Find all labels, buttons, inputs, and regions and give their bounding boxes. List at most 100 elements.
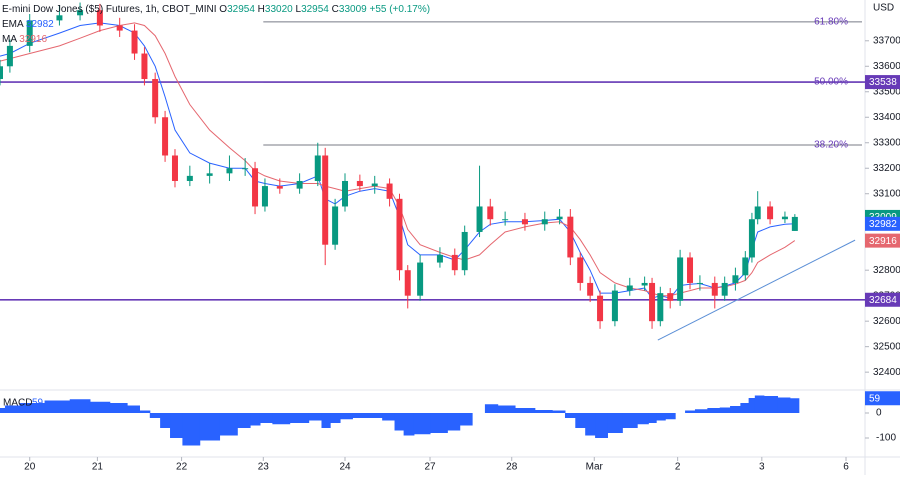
x-tick-label: 27 [424, 462, 436, 473]
candle-body [597, 295, 604, 322]
candle-body [56, 15, 63, 21]
candle-body [371, 183, 378, 187]
macd-bar [403, 413, 415, 436]
macd-bar [19, 403, 46, 413]
legend-value: 32982 [25, 19, 54, 30]
candle-body [116, 25, 123, 31]
ohlc-value: 32954 [227, 4, 255, 15]
y-tick-label: 33400 [873, 112, 900, 123]
change: +55 (+0.17%) [369, 4, 431, 15]
candle-body [242, 168, 249, 170]
candle-body [96, 10, 103, 26]
y-tick-label: 33700 [873, 35, 900, 46]
candle-body [748, 219, 755, 258]
candle-body [791, 216, 798, 231]
candle-body [206, 173, 213, 176]
candle-body [754, 206, 761, 220]
ohlc-value: 33009 [338, 4, 367, 15]
macd-bar [199, 413, 221, 441]
macd-bar [321, 413, 331, 428]
candle-body [171, 155, 178, 181]
macd-bar [4, 405, 21, 413]
x-tick-label: 24 [339, 462, 351, 473]
level-badge [865, 75, 900, 90]
macd-bar [595, 413, 608, 438]
y-tick-label: 32800 [873, 265, 900, 276]
x-tick-label: 22 [176, 462, 188, 473]
level-badge [865, 292, 900, 307]
candle-body [657, 293, 664, 322]
candle-body [732, 275, 739, 283]
macd-bar [694, 409, 708, 413]
macd-bar [182, 413, 201, 446]
candle-body [541, 219, 548, 225]
x-tick-label: 6 [843, 462, 849, 473]
macd-bar [394, 413, 405, 431]
candle-body [261, 186, 268, 207]
level-badge-text: 32684 [869, 295, 897, 306]
candle-body [396, 198, 403, 271]
candle-body [587, 282, 594, 296]
macd-bar [127, 405, 140, 413]
candle-body [252, 168, 259, 207]
legend-name: MA [2, 34, 17, 45]
macd-bar [622, 413, 638, 428]
series-badge-text: 32916 [869, 236, 897, 247]
candle-body [226, 168, 233, 174]
series-badge [865, 216, 900, 231]
macd-bar [289, 413, 310, 423]
candle-body [0, 66, 3, 80]
candle-body [767, 206, 774, 220]
level-badge-text: 33538 [869, 77, 897, 88]
macd-bar [308, 413, 322, 421]
candle-body [314, 155, 321, 181]
candle-body [641, 282, 648, 286]
series-badge-text: 32982 [869, 219, 897, 230]
macd-bar [272, 413, 291, 425]
legend-ema: EMA 32982 [2, 17, 430, 32]
candle-body [342, 180, 349, 207]
fib-label: 61.80% [814, 17, 848, 28]
series-badge [865, 233, 900, 248]
macd-bar [259, 413, 273, 423]
macd-badge [865, 391, 900, 406]
currency: USD [873, 3, 894, 14]
macd-bar [44, 400, 71, 413]
ohlc-label: L [295, 4, 302, 15]
candle-body [6, 45, 13, 67]
candle-body [404, 270, 411, 296]
candle-body [711, 282, 718, 296]
ohlc-label: H [257, 4, 265, 15]
macd-bar [382, 413, 396, 421]
macd-bar [789, 398, 800, 413]
candle-body [521, 219, 528, 225]
macd-bar [352, 413, 368, 418]
title: E-mini Dow Jones ($5) Futures, 1h, CBOT_… [2, 4, 217, 15]
candle-body [77, 10, 84, 16]
y-tick-label: 33600 [873, 61, 900, 72]
x-tick-label: 3 [759, 462, 765, 473]
candle-body [186, 175, 193, 181]
candle-body [667, 293, 674, 301]
macd-bar [149, 413, 161, 418]
candle-body [567, 216, 574, 258]
macd-bar [607, 413, 623, 433]
candle-body [332, 206, 339, 245]
legend-name: EMA [2, 19, 24, 30]
candle-body [141, 53, 148, 80]
candle-body [276, 186, 283, 189]
macd-bar [763, 396, 779, 413]
fib-label: 38.20% [814, 140, 848, 151]
candle-body [461, 231, 468, 271]
macd-bar [0, 408, 6, 413]
macd-y-tick-label: 0 [876, 408, 882, 419]
macd-bar [754, 395, 765, 413]
macd-bar [777, 397, 791, 413]
ohlc-value: 33020 [264, 4, 293, 15]
candle-body [451, 254, 458, 271]
candle-body [152, 79, 159, 118]
candle-body [611, 290, 618, 322]
macd-name: MACD [3, 398, 32, 409]
